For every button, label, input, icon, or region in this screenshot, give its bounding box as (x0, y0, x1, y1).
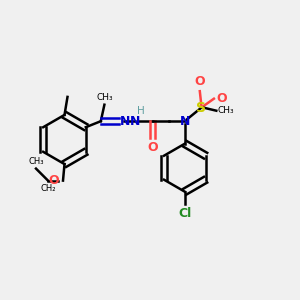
Text: CH₃: CH₃ (218, 106, 234, 115)
Text: N: N (120, 115, 131, 128)
Text: Cl: Cl (178, 207, 191, 220)
Text: S: S (196, 101, 206, 115)
Text: CH₂: CH₂ (40, 184, 56, 193)
Text: N: N (180, 115, 190, 128)
Text: H: H (136, 106, 144, 116)
Text: O: O (147, 141, 158, 154)
Text: O: O (49, 174, 59, 187)
Text: O: O (216, 92, 227, 105)
Text: CH₃: CH₃ (28, 157, 44, 166)
Text: CH₃: CH₃ (96, 93, 113, 102)
Text: N: N (130, 115, 140, 128)
Text: O: O (194, 75, 205, 88)
